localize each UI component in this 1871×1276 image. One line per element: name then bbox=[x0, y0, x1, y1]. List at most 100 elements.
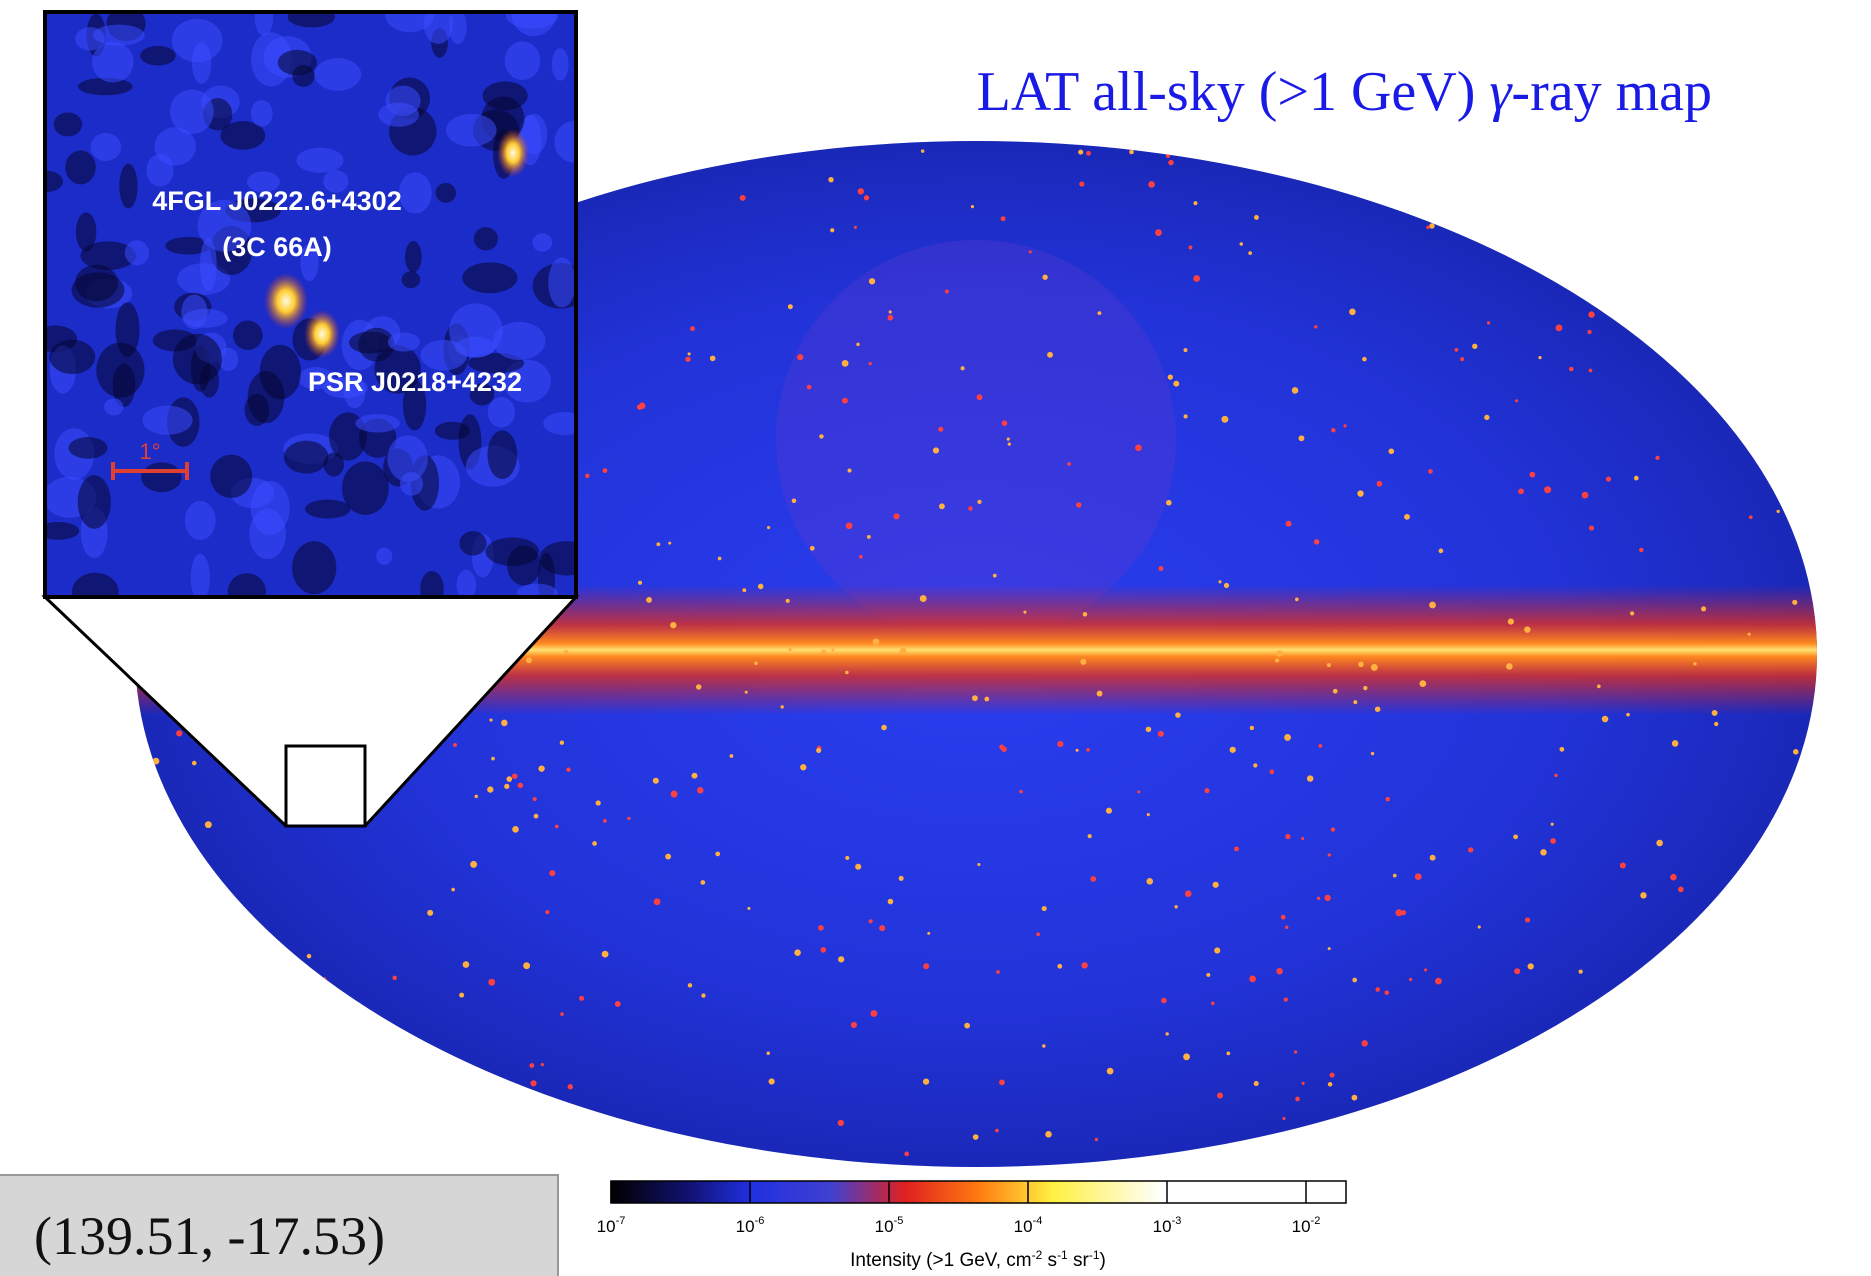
sky-source bbox=[1224, 583, 1229, 588]
sky-source bbox=[1285, 926, 1288, 929]
sky-source bbox=[1737, 187, 1741, 191]
sky-source bbox=[1536, 1138, 1542, 1144]
inset-texture bbox=[172, 19, 223, 63]
inset-texture bbox=[140, 46, 176, 65]
sky-source bbox=[1429, 602, 1436, 609]
sky-source bbox=[1352, 1095, 1358, 1101]
inset-texture bbox=[69, 437, 108, 459]
sky-source bbox=[1276, 650, 1282, 656]
sky-source bbox=[769, 1078, 775, 1084]
sky-source bbox=[1285, 834, 1290, 839]
sky-source bbox=[927, 932, 930, 935]
sky-source bbox=[1513, 834, 1518, 839]
sky-source bbox=[541, 1063, 544, 1066]
sky-source bbox=[999, 745, 1004, 750]
sky-source bbox=[1626, 713, 1630, 717]
inset-texture bbox=[185, 501, 216, 540]
sky-source bbox=[788, 304, 793, 309]
sky-source bbox=[1090, 876, 1096, 882]
sky-source bbox=[1284, 998, 1288, 1002]
sky-source bbox=[1302, 1082, 1305, 1085]
sky-source bbox=[846, 522, 853, 529]
sky-source bbox=[780, 705, 783, 708]
sky-source bbox=[367, 1032, 374, 1039]
sky-source bbox=[1602, 716, 1608, 722]
label-exponent: -2 bbox=[1032, 1248, 1043, 1262]
sky-source bbox=[1538, 356, 1541, 359]
sky-source bbox=[665, 854, 671, 860]
inset-texture bbox=[255, 0, 273, 36]
sky-source bbox=[1331, 428, 1335, 432]
title-text: -ray map bbox=[1511, 61, 1712, 123]
sky-source bbox=[766, 1051, 769, 1054]
inset-texture bbox=[170, 90, 214, 134]
sky-source bbox=[1168, 160, 1173, 165]
inset-texture bbox=[436, 183, 456, 203]
sky-source bbox=[1508, 619, 1514, 625]
sky-source bbox=[893, 513, 899, 519]
sky-source bbox=[1097, 691, 1103, 697]
sky-source bbox=[842, 360, 849, 367]
sky-source bbox=[881, 725, 887, 731]
sky-source bbox=[1292, 387, 1299, 394]
sky-source bbox=[1189, 246, 1193, 250]
sky-source bbox=[1428, 469, 1433, 474]
sky-source bbox=[1095, 1138, 1098, 1141]
inset-texture bbox=[386, 86, 421, 116]
sky-source bbox=[933, 447, 939, 453]
sky-source bbox=[1023, 611, 1026, 614]
sky-source bbox=[1330, 1073, 1335, 1078]
sky-source bbox=[523, 962, 530, 969]
inset-texture bbox=[486, 537, 540, 566]
sky-source bbox=[858, 188, 864, 194]
sky-source bbox=[504, 784, 509, 789]
sky-source bbox=[205, 821, 212, 828]
sky-source bbox=[984, 697, 989, 702]
sky-source bbox=[1168, 374, 1173, 379]
sky-source bbox=[807, 385, 812, 390]
sky-source bbox=[1286, 521, 1292, 527]
inset-texture bbox=[210, 455, 252, 498]
sky-source bbox=[1432, 1119, 1438, 1125]
inset-texture bbox=[405, 241, 422, 273]
tick-base: 10 bbox=[1292, 1217, 1311, 1236]
inset-texture bbox=[54, 112, 82, 136]
sky-source bbox=[718, 557, 722, 561]
sky-source bbox=[1240, 242, 1243, 245]
sky-source bbox=[740, 195, 746, 201]
sky-source bbox=[749, 148, 754, 153]
sky-source bbox=[312, 1072, 318, 1078]
label-text: s bbox=[1042, 1250, 1057, 1271]
sky-source bbox=[1185, 890, 1192, 897]
sky-source bbox=[838, 956, 844, 962]
sky-source bbox=[1468, 847, 1473, 852]
sky-source bbox=[1393, 874, 1397, 878]
sky-source bbox=[1148, 181, 1155, 188]
sky-source bbox=[1158, 731, 1164, 737]
sky-source bbox=[1693, 167, 1700, 174]
sky-source bbox=[964, 1023, 970, 1029]
sky-source bbox=[1161, 998, 1167, 1004]
sky-source bbox=[1589, 247, 1594, 252]
sky-source bbox=[1588, 150, 1593, 155]
sky-source bbox=[1353, 700, 1357, 704]
sky-source bbox=[690, 326, 695, 331]
sky-source bbox=[1294, 1050, 1297, 1053]
tick-exponent: -5 bbox=[894, 1215, 904, 1227]
sky-source bbox=[1772, 893, 1779, 900]
inset-texture bbox=[191, 554, 210, 601]
sky-source bbox=[1371, 664, 1378, 671]
sky-source bbox=[794, 949, 801, 956]
sky-source bbox=[670, 622, 676, 628]
colorbar-tick-label: 10-5 bbox=[875, 1215, 904, 1236]
sky-source bbox=[1785, 1001, 1791, 1007]
sky-source bbox=[700, 880, 705, 885]
sky-source bbox=[869, 362, 872, 365]
sky-source bbox=[859, 555, 863, 559]
sky-source bbox=[549, 870, 555, 876]
sky-source bbox=[1375, 987, 1380, 992]
tick-base: 10 bbox=[736, 1217, 755, 1236]
sky-source bbox=[1433, 1103, 1438, 1108]
sky-source bbox=[1364, 148, 1369, 153]
sky-source bbox=[788, 648, 791, 651]
